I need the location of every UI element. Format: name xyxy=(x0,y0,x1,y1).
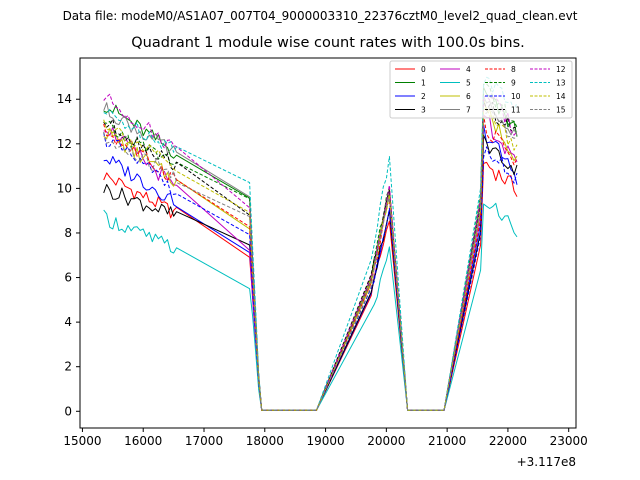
y-tick-label: 2 xyxy=(64,360,72,374)
series-line-15 xyxy=(103,107,518,411)
series-line-5 xyxy=(103,202,518,411)
legend-label-8: 8 xyxy=(511,65,516,74)
figure-supertitle: Data file: modeM0/AS1A07_007T04_90000033… xyxy=(62,9,578,23)
legend-label-9: 9 xyxy=(511,79,516,88)
axes-ticks: 15000 16000 17000 18000 19000 20000 21000 22000… xyxy=(57,92,588,448)
series-line-13 xyxy=(103,76,518,411)
legend-label-5: 5 xyxy=(466,79,471,88)
x-tick-label: 23000 xyxy=(550,434,588,448)
legend-label-11: 11 xyxy=(511,106,521,115)
series-line-14 xyxy=(103,107,518,411)
legend-label-1: 1 xyxy=(421,79,426,88)
legend-label-10: 10 xyxy=(511,92,521,101)
y-tick-label: 0 xyxy=(64,404,72,418)
series-line-0 xyxy=(103,161,518,411)
y-tick-label: 12 xyxy=(57,137,72,151)
axes-frame xyxy=(79,57,577,429)
plot-area xyxy=(103,76,518,411)
x-tick-label: 20000 xyxy=(367,434,405,448)
x-tick-label: 16000 xyxy=(124,434,162,448)
legend-label-12: 12 xyxy=(556,65,566,74)
legend-label-13: 13 xyxy=(556,79,566,88)
legend-label-0: 0 xyxy=(421,65,426,74)
x-tick-label: 22000 xyxy=(489,434,527,448)
y-tick-label: 6 xyxy=(64,271,72,285)
legend-label-3: 3 xyxy=(421,106,426,115)
legend-label-2: 2 xyxy=(421,92,426,101)
x-tick-label: 17000 xyxy=(185,434,223,448)
x-offset-label: +3.117e8 xyxy=(517,455,576,469)
x-tick-label: 19000 xyxy=(306,434,344,448)
legend-label-6: 6 xyxy=(466,92,471,101)
legend-label-14: 14 xyxy=(556,92,566,101)
series-line-4 xyxy=(103,114,518,411)
x-tick-label: 15000 xyxy=(63,434,101,448)
legend-label-4: 4 xyxy=(466,65,471,74)
legend-label-15: 15 xyxy=(556,106,566,115)
legend-label-7: 7 xyxy=(466,106,471,115)
y-tick-label: 10 xyxy=(57,181,72,195)
x-tick-label: 21000 xyxy=(428,434,466,448)
legend-frame xyxy=(389,60,573,119)
series-line-8 xyxy=(103,114,518,411)
x-tick-label: 18000 xyxy=(246,434,284,448)
y-tick-label: 8 xyxy=(64,226,72,240)
y-tick-label: 4 xyxy=(64,315,72,329)
y-tick-label: 14 xyxy=(57,92,72,106)
chart-title: Quadrant 1 module wise count rates with … xyxy=(131,35,525,51)
